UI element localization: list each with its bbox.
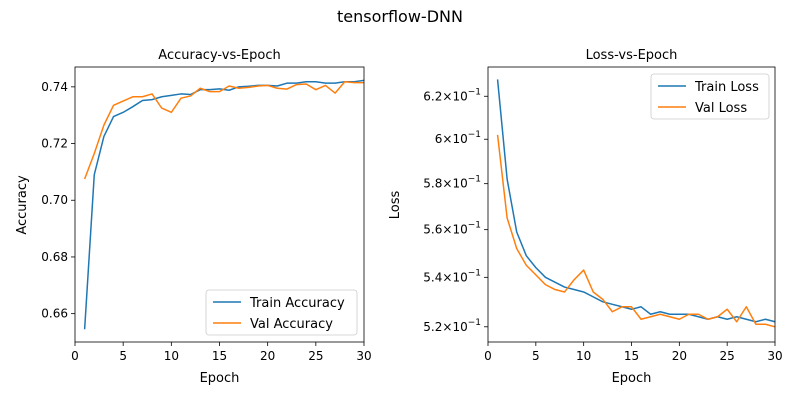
y-tick-label: 0.68 <box>41 250 68 264</box>
y-tick-base: 10 <box>452 177 467 191</box>
x-axis-label: Epoch <box>200 371 240 386</box>
y-tick-times: × <box>442 320 452 334</box>
y-tick-mantissa: 5.8 <box>423 177 442 191</box>
x-tick-label: 15 <box>212 349 227 363</box>
tick-labels: 0 5 10 15 20 25 305.2×10−15.4×10−15.6×10−15.8×… <box>423 87 782 363</box>
y-tick-label: 0.72 <box>41 137 68 151</box>
x-tick-label: 15 <box>624 349 639 363</box>
series-lines <box>83 79 365 330</box>
y-axis-label: Loss <box>388 191 403 220</box>
y-tick-exponent: −1 <box>468 221 481 231</box>
y-tick-mantissa: 6 <box>435 132 443 146</box>
y-tick-label: 6×10−1 <box>435 130 481 146</box>
y-tick-label: 0.66 <box>41 307 68 321</box>
x-tick-label: 25 <box>720 349 735 363</box>
series-line-val <box>83 80 364 180</box>
series-lines <box>496 79 776 328</box>
y-tick-exponent: −1 <box>468 268 481 278</box>
y-tick-base: 10 <box>452 223 467 237</box>
x-tick-label: 20 <box>260 349 275 363</box>
y-tick-label: 0.70 <box>41 193 68 207</box>
x-tick-label: 5 <box>119 349 127 363</box>
y-tick-exponent: −1 <box>468 318 481 328</box>
x-tick-label: 20 <box>672 349 687 363</box>
x-tick-label: 0 <box>71 349 79 363</box>
x-axis-label: Epoch <box>612 371 652 386</box>
y-tick-times: × <box>442 132 452 146</box>
legend: Train Accuracy Val Accuracy <box>205 289 358 336</box>
series-line-train <box>496 79 776 323</box>
y-tick-base: 10 <box>452 132 467 146</box>
y-tick-mantissa: 5.2 <box>423 320 442 334</box>
chart-title: Accuracy-vs-Epoch <box>158 48 280 63</box>
legend-box <box>205 289 358 336</box>
y-tick-base: 10 <box>452 270 467 284</box>
y-tick-exponent: −1 <box>468 175 481 185</box>
legend-label: Val Accuracy <box>250 317 333 332</box>
legend-label: Train Accuracy <box>249 296 345 311</box>
x-tick-label: 25 <box>308 349 323 363</box>
y-axis-label: Accuracy <box>15 175 30 235</box>
y-tick-times: × <box>442 89 452 103</box>
plot-frame <box>487 66 776 343</box>
y-tick-exponent: −1 <box>468 130 481 140</box>
y-tick-base: 10 <box>452 320 467 334</box>
figure-title: tensorflow-DNN <box>337 7 463 26</box>
loss-chart: Loss-vs-Epoch Epoch Loss 0 5 10 15 20 25 30 5.2… <box>388 48 783 386</box>
x-tick-label: 30 <box>356 349 371 363</box>
legend-label: Val Loss <box>695 101 747 116</box>
y-tick-label: 5.8×10−1 <box>423 175 481 191</box>
y-tick-mantissa: 5.6 <box>423 223 442 237</box>
y-tick-times: × <box>442 177 452 191</box>
y-tick-times: × <box>442 223 452 237</box>
y-tick-times: × <box>442 270 452 284</box>
y-tick-label: 5.2×10−1 <box>423 318 481 334</box>
tick-labels: 0 5 10 15 20 25 30 0.66 0.68 0.70 0.72 0.74 <box>41 80 371 363</box>
x-tick-label: 5 <box>532 349 540 363</box>
x-tick-label: 0 <box>484 349 492 363</box>
legend-label: Train Loss <box>694 80 759 95</box>
accuracy-chart: Accuracy-vs-Epoch Epoch Accuracy 0 5 10 15 2… <box>15 48 372 386</box>
legend: Train Loss Val Loss <box>650 73 770 120</box>
y-tick-mantissa: 5.4 <box>423 270 442 284</box>
y-tick-exponent: −1 <box>468 87 481 97</box>
y-tick-base: 10 <box>452 89 467 103</box>
chart-title: Loss-vs-Epoch <box>586 48 678 63</box>
y-tick-label: 6.2×10−1 <box>423 87 481 103</box>
y-tick-mantissa: 6.2 <box>423 89 442 103</box>
y-tick-label: 5.6×10−1 <box>423 221 481 237</box>
x-tick-label: 10 <box>164 349 179 363</box>
x-tick-label: 30 <box>767 349 782 363</box>
y-tick-label: 0.74 <box>41 80 68 94</box>
series-line-val <box>496 134 776 328</box>
x-tick-label: 10 <box>576 349 591 363</box>
plot-frame <box>74 66 365 343</box>
y-tick-label: 5.4×10−1 <box>423 268 481 284</box>
